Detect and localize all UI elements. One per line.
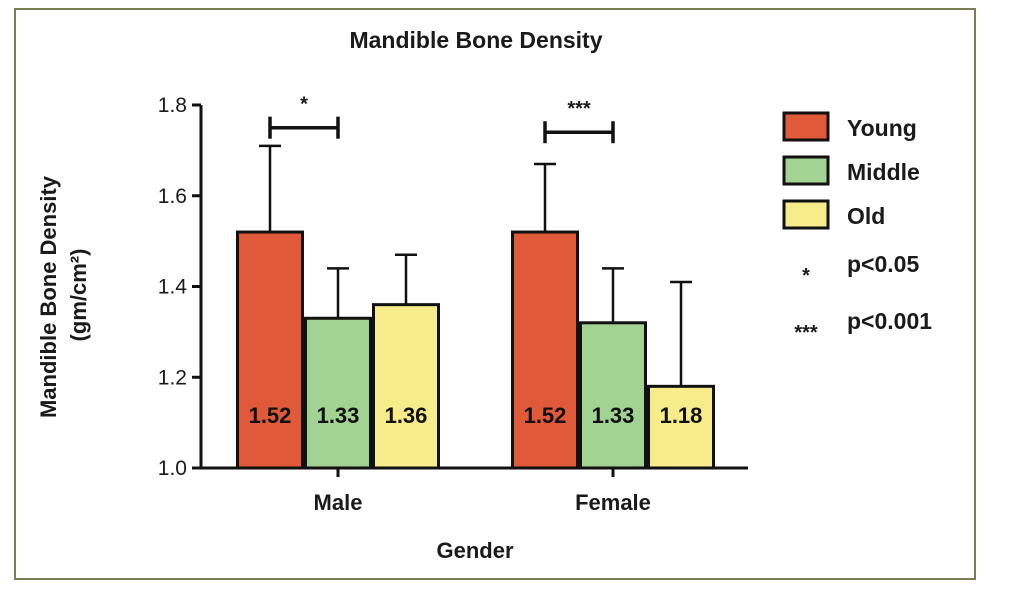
bar-middle bbox=[579, 321, 647, 470]
legend-significance-symbol: *** bbox=[794, 322, 818, 344]
bar-value-label: 1.18 bbox=[660, 403, 703, 428]
bar-young bbox=[236, 230, 304, 470]
legend-label: Young bbox=[847, 115, 917, 141]
y-tick-label: 1.6 bbox=[158, 185, 187, 208]
bar-value-label: 1.36 bbox=[385, 403, 428, 428]
y-axis-title: Mandible Bone Density bbox=[36, 175, 61, 418]
significance-marker: * bbox=[300, 94, 308, 116]
bar-old bbox=[372, 303, 440, 470]
legend-swatch-middle bbox=[782, 155, 830, 186]
legend-label: Middle bbox=[847, 159, 920, 185]
bar-value-label: 1.33 bbox=[592, 403, 635, 428]
bar-value-label: 1.52 bbox=[249, 403, 292, 428]
y-tick-label: 1.0 bbox=[158, 457, 187, 480]
bar-young bbox=[511, 230, 579, 470]
legend-swatch-young bbox=[782, 111, 830, 142]
x-category-label: Male bbox=[314, 490, 363, 515]
bar-value-label: 1.33 bbox=[317, 403, 360, 428]
y-tick-label: 1.4 bbox=[158, 276, 188, 299]
significance-marker: *** bbox=[567, 98, 591, 120]
legend: Young Middle Old * p<0.05 *** p<0.001 bbox=[782, 111, 932, 344]
bar-middle bbox=[304, 316, 372, 470]
x-category-label: Female bbox=[575, 490, 651, 515]
y-tick-label: 1.2 bbox=[158, 366, 187, 389]
x-axis-title: Gender bbox=[436, 538, 513, 563]
legend-significance-label: p<0.001 bbox=[847, 308, 932, 334]
y-axis-unit: (gm/cm²) bbox=[66, 249, 91, 342]
legend-significance-symbol: * bbox=[802, 265, 810, 287]
chart-title: Mandible Bone Density bbox=[349, 27, 602, 53]
chart-frame: Mandible Bone Density Mandible Bone Dens… bbox=[14, 8, 976, 580]
y-tick-label: 1.8 bbox=[158, 94, 187, 117]
legend-label: Old bbox=[847, 203, 885, 229]
bar-value-label: 1.52 bbox=[524, 403, 567, 428]
legend-significance-label: p<0.05 bbox=[847, 251, 919, 277]
bar-old bbox=[647, 384, 715, 470]
bar-chart: Mandible Bone Density Mandible Bone Dens… bbox=[36, 27, 932, 563]
legend-swatch-old bbox=[782, 199, 830, 230]
plot-area: 1.0 1.2 1.4 1.6 1.8 Male 1.52 1.33 1.36 Female 1.5… bbox=[158, 94, 748, 515]
